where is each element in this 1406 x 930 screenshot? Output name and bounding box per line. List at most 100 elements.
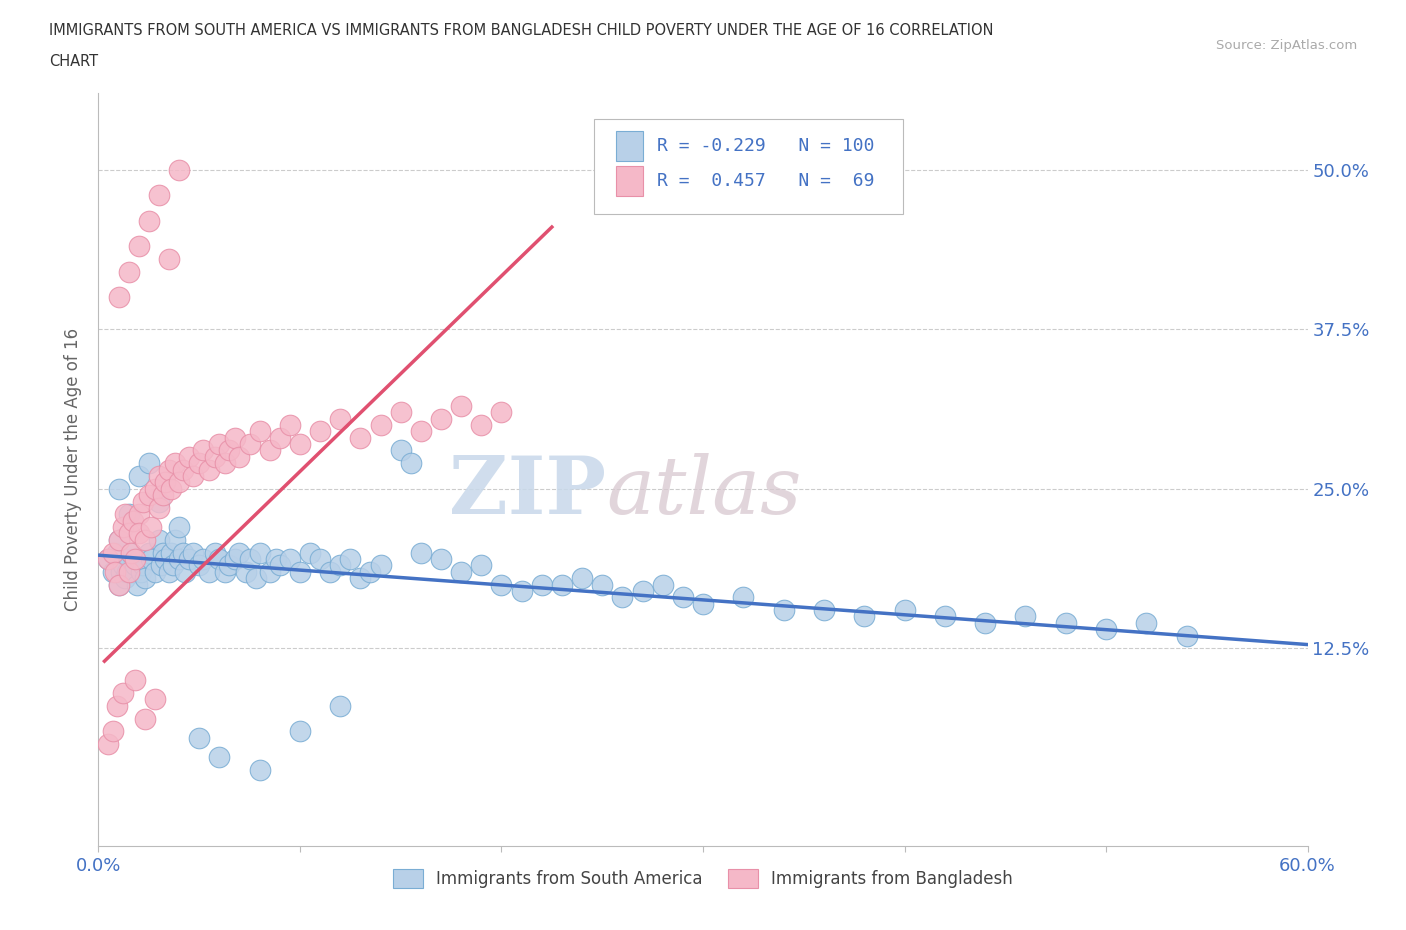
Point: [188, 558, 211, 573]
Point: [309, 424, 332, 439]
Point: [1175, 628, 1198, 643]
Point: [125, 578, 148, 592]
Point: [128, 507, 150, 522]
Point: [157, 462, 180, 477]
Point: [162, 558, 184, 573]
Point: [370, 558, 392, 573]
Point: [1135, 616, 1157, 631]
Legend: Immigrants from South America, Immigrants from Bangladesh: Immigrants from South America, Immigrant…: [387, 862, 1019, 895]
Point: [214, 456, 236, 471]
Point: [152, 545, 174, 560]
Point: [149, 558, 172, 573]
Point: [115, 565, 138, 579]
Point: [329, 558, 352, 573]
Point: [167, 475, 190, 490]
Point: [551, 578, 574, 592]
Point: [101, 565, 124, 579]
Point: [153, 475, 176, 490]
Point: [181, 469, 204, 484]
Point: [208, 551, 231, 566]
Point: [148, 188, 170, 203]
Point: [228, 449, 250, 464]
Point: [339, 551, 361, 566]
Point: [631, 583, 654, 598]
Point: [132, 494, 155, 509]
Point: [389, 405, 412, 419]
Y-axis label: Child Poverty Under the Age of 16: Child Poverty Under the Age of 16: [65, 328, 83, 611]
Point: [692, 596, 714, 611]
Point: [110, 565, 132, 579]
Point: [97, 737, 120, 751]
Point: [214, 565, 236, 579]
Point: [813, 603, 835, 618]
Point: [138, 213, 160, 228]
Point: [148, 494, 170, 509]
Point: [193, 443, 215, 458]
Point: [224, 431, 246, 445]
Point: [319, 565, 342, 579]
Point: [218, 558, 240, 573]
Point: [118, 565, 141, 579]
Point: [138, 487, 160, 502]
Point: [97, 551, 120, 566]
Point: [772, 603, 794, 618]
Point: [204, 545, 226, 560]
Point: [103, 565, 125, 579]
Point: [288, 565, 311, 579]
Point: [160, 545, 183, 560]
Point: [264, 551, 287, 566]
Point: [491, 578, 513, 592]
Point: [450, 398, 472, 413]
Point: [239, 551, 262, 566]
Point: [107, 533, 129, 548]
Point: [208, 750, 231, 764]
Point: [107, 482, 129, 497]
Point: [111, 558, 134, 573]
Point: [129, 565, 152, 579]
Text: R = -0.229   N = 100: R = -0.229 N = 100: [657, 137, 875, 154]
Point: [118, 264, 141, 279]
Point: [139, 551, 162, 566]
Point: [124, 673, 146, 688]
Point: [591, 578, 613, 592]
Point: [97, 551, 120, 566]
Point: [121, 513, 143, 528]
Point: [120, 545, 142, 560]
Point: [1054, 616, 1077, 631]
Point: [974, 616, 997, 631]
Text: CHART: CHART: [49, 54, 98, 69]
Point: [167, 520, 190, 535]
Point: [134, 571, 156, 586]
Point: [245, 571, 267, 586]
Point: [530, 578, 553, 592]
Point: [278, 551, 301, 566]
Point: [672, 590, 695, 604]
Point: [114, 507, 136, 522]
Point: [360, 565, 382, 579]
Point: [105, 698, 128, 713]
Point: [349, 431, 371, 445]
Point: [249, 763, 271, 777]
Point: [124, 551, 146, 566]
Point: [409, 545, 432, 560]
Point: [309, 551, 332, 566]
Point: [1095, 622, 1118, 637]
Point: [107, 578, 129, 592]
Point: [107, 533, 129, 548]
Point: [163, 456, 186, 471]
Point: [288, 724, 311, 738]
Point: [329, 698, 352, 713]
Point: [172, 545, 194, 560]
Point: [179, 449, 201, 464]
FancyBboxPatch shape: [616, 166, 643, 196]
Point: [1014, 609, 1036, 624]
Point: [152, 487, 174, 502]
Point: [389, 443, 412, 458]
Point: [124, 558, 146, 573]
Point: [181, 545, 204, 560]
Point: [934, 609, 956, 624]
Point: [228, 545, 250, 560]
Text: R =  0.457   N =  69: R = 0.457 N = 69: [657, 172, 875, 190]
Point: [139, 520, 162, 535]
Point: [299, 545, 322, 560]
